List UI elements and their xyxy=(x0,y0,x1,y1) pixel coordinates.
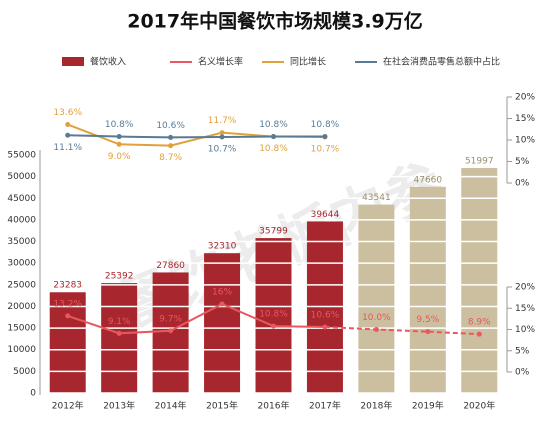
point xyxy=(476,331,482,337)
point xyxy=(116,330,122,336)
point-label: 10.0% xyxy=(362,313,391,323)
x-tick-label: 2014年 xyxy=(155,400,187,412)
point-label: 10.6% xyxy=(311,310,340,320)
y-tick-label: 30000 xyxy=(7,259,36,269)
y-tick-label: 50000 xyxy=(7,172,36,182)
point xyxy=(168,328,174,334)
bar xyxy=(101,283,138,393)
y2-tick-label: 15% xyxy=(515,114,535,124)
point-label: 13.6% xyxy=(53,108,82,118)
y2-tick-label: 15% xyxy=(515,304,535,314)
bar xyxy=(358,204,395,393)
point-label: 10.8% xyxy=(105,120,134,130)
point-label: 10.8% xyxy=(259,310,288,320)
y-tick-label: 25000 xyxy=(7,280,36,290)
bar-label: 39644 xyxy=(311,210,340,220)
point-label: 8.9% xyxy=(468,318,491,328)
x-tick-label: 2012年 xyxy=(52,400,84,412)
point xyxy=(65,313,71,319)
point-label: 10.8% xyxy=(311,120,340,130)
point xyxy=(219,134,225,140)
point xyxy=(373,327,379,332)
bar xyxy=(461,167,498,393)
y-tick-label: 10000 xyxy=(7,345,36,355)
bar xyxy=(306,221,343,393)
point xyxy=(65,122,71,128)
x-tick-label: 2015年 xyxy=(206,400,238,412)
legend-label: 餐饮收入 xyxy=(90,56,126,68)
y-tick-label: 0 xyxy=(30,389,36,399)
y2-tick-label: 5% xyxy=(515,346,530,356)
x-tick-label: 2020年 xyxy=(463,400,495,412)
point xyxy=(116,141,122,147)
y2-tick-label: 10% xyxy=(515,325,535,335)
y-tick-label: 35000 xyxy=(7,237,36,247)
y2-tick-label: 20% xyxy=(515,283,535,293)
line xyxy=(67,134,325,139)
legend-label: 同比增长 xyxy=(290,56,326,68)
point-label: 8.7% xyxy=(159,153,182,163)
bar-label: 27860 xyxy=(156,261,185,271)
y2-tick-label: 20% xyxy=(515,93,535,103)
y-tick-label: 45000 xyxy=(7,194,36,204)
bar-label: 35799 xyxy=(259,227,288,237)
point-label: 10.7% xyxy=(311,144,340,154)
bar-label: 51997 xyxy=(465,156,494,166)
point-label: 9.5% xyxy=(416,315,439,325)
point-label: 11.7% xyxy=(208,116,237,126)
point xyxy=(219,130,225,136)
point xyxy=(168,143,174,149)
point-label: 10.8% xyxy=(259,120,288,130)
point xyxy=(219,301,225,307)
y-tick-label: 55000 xyxy=(7,151,36,161)
bar-label: 43541 xyxy=(362,193,391,203)
bar-label: 25392 xyxy=(105,272,134,282)
point-label: 10.6% xyxy=(156,121,185,131)
x-tick-label: 2013年 xyxy=(103,400,135,412)
point-label: 16% xyxy=(212,288,232,298)
point-label: 10.8% xyxy=(259,144,288,154)
point xyxy=(271,323,276,329)
point xyxy=(116,134,122,140)
point xyxy=(322,324,328,330)
legend-swatch xyxy=(62,57,84,66)
bar xyxy=(409,186,446,393)
y2-tick-label: 10% xyxy=(515,136,535,146)
point xyxy=(322,134,328,140)
point-label: 9.0% xyxy=(108,152,131,162)
line xyxy=(67,302,325,335)
point xyxy=(271,134,276,140)
bar-label: 32310 xyxy=(208,242,237,252)
legend-label: 名义增长率 xyxy=(198,56,243,68)
legend-label: 在社会消费品零售总额中占比 xyxy=(383,56,500,68)
x-tick-label: 2019年 xyxy=(412,400,444,412)
x-tick-label: 2016年 xyxy=(258,400,290,412)
bar-label: 23283 xyxy=(53,281,82,291)
line xyxy=(324,325,480,336)
point xyxy=(168,134,174,140)
x-tick-label: 2017年 xyxy=(309,400,341,412)
y2-tick-label: 0% xyxy=(515,368,530,378)
y-tick-label: 40000 xyxy=(7,215,36,225)
point-label: 10.7% xyxy=(208,144,237,154)
y-tick-label: 5000 xyxy=(13,367,36,377)
point-label: 9.1% xyxy=(108,317,131,327)
x-tick-label: 2018年 xyxy=(360,400,392,412)
point-label: 9.7% xyxy=(159,314,182,324)
bar xyxy=(49,292,86,393)
y-tick-label: 20000 xyxy=(7,302,36,312)
bar-label: 47660 xyxy=(414,175,443,185)
point-label: 11.1% xyxy=(53,143,82,153)
y2-tick-label: 5% xyxy=(515,157,530,167)
y-tick-label: 15000 xyxy=(7,324,36,334)
bar xyxy=(204,253,241,393)
chart-title: 2017年中国餐饮市场规模3.9万亿 xyxy=(127,10,423,33)
point xyxy=(425,329,431,335)
y2-tick-label: 0% xyxy=(515,179,530,189)
point-label: 13.2% xyxy=(53,299,82,309)
point xyxy=(65,132,71,138)
